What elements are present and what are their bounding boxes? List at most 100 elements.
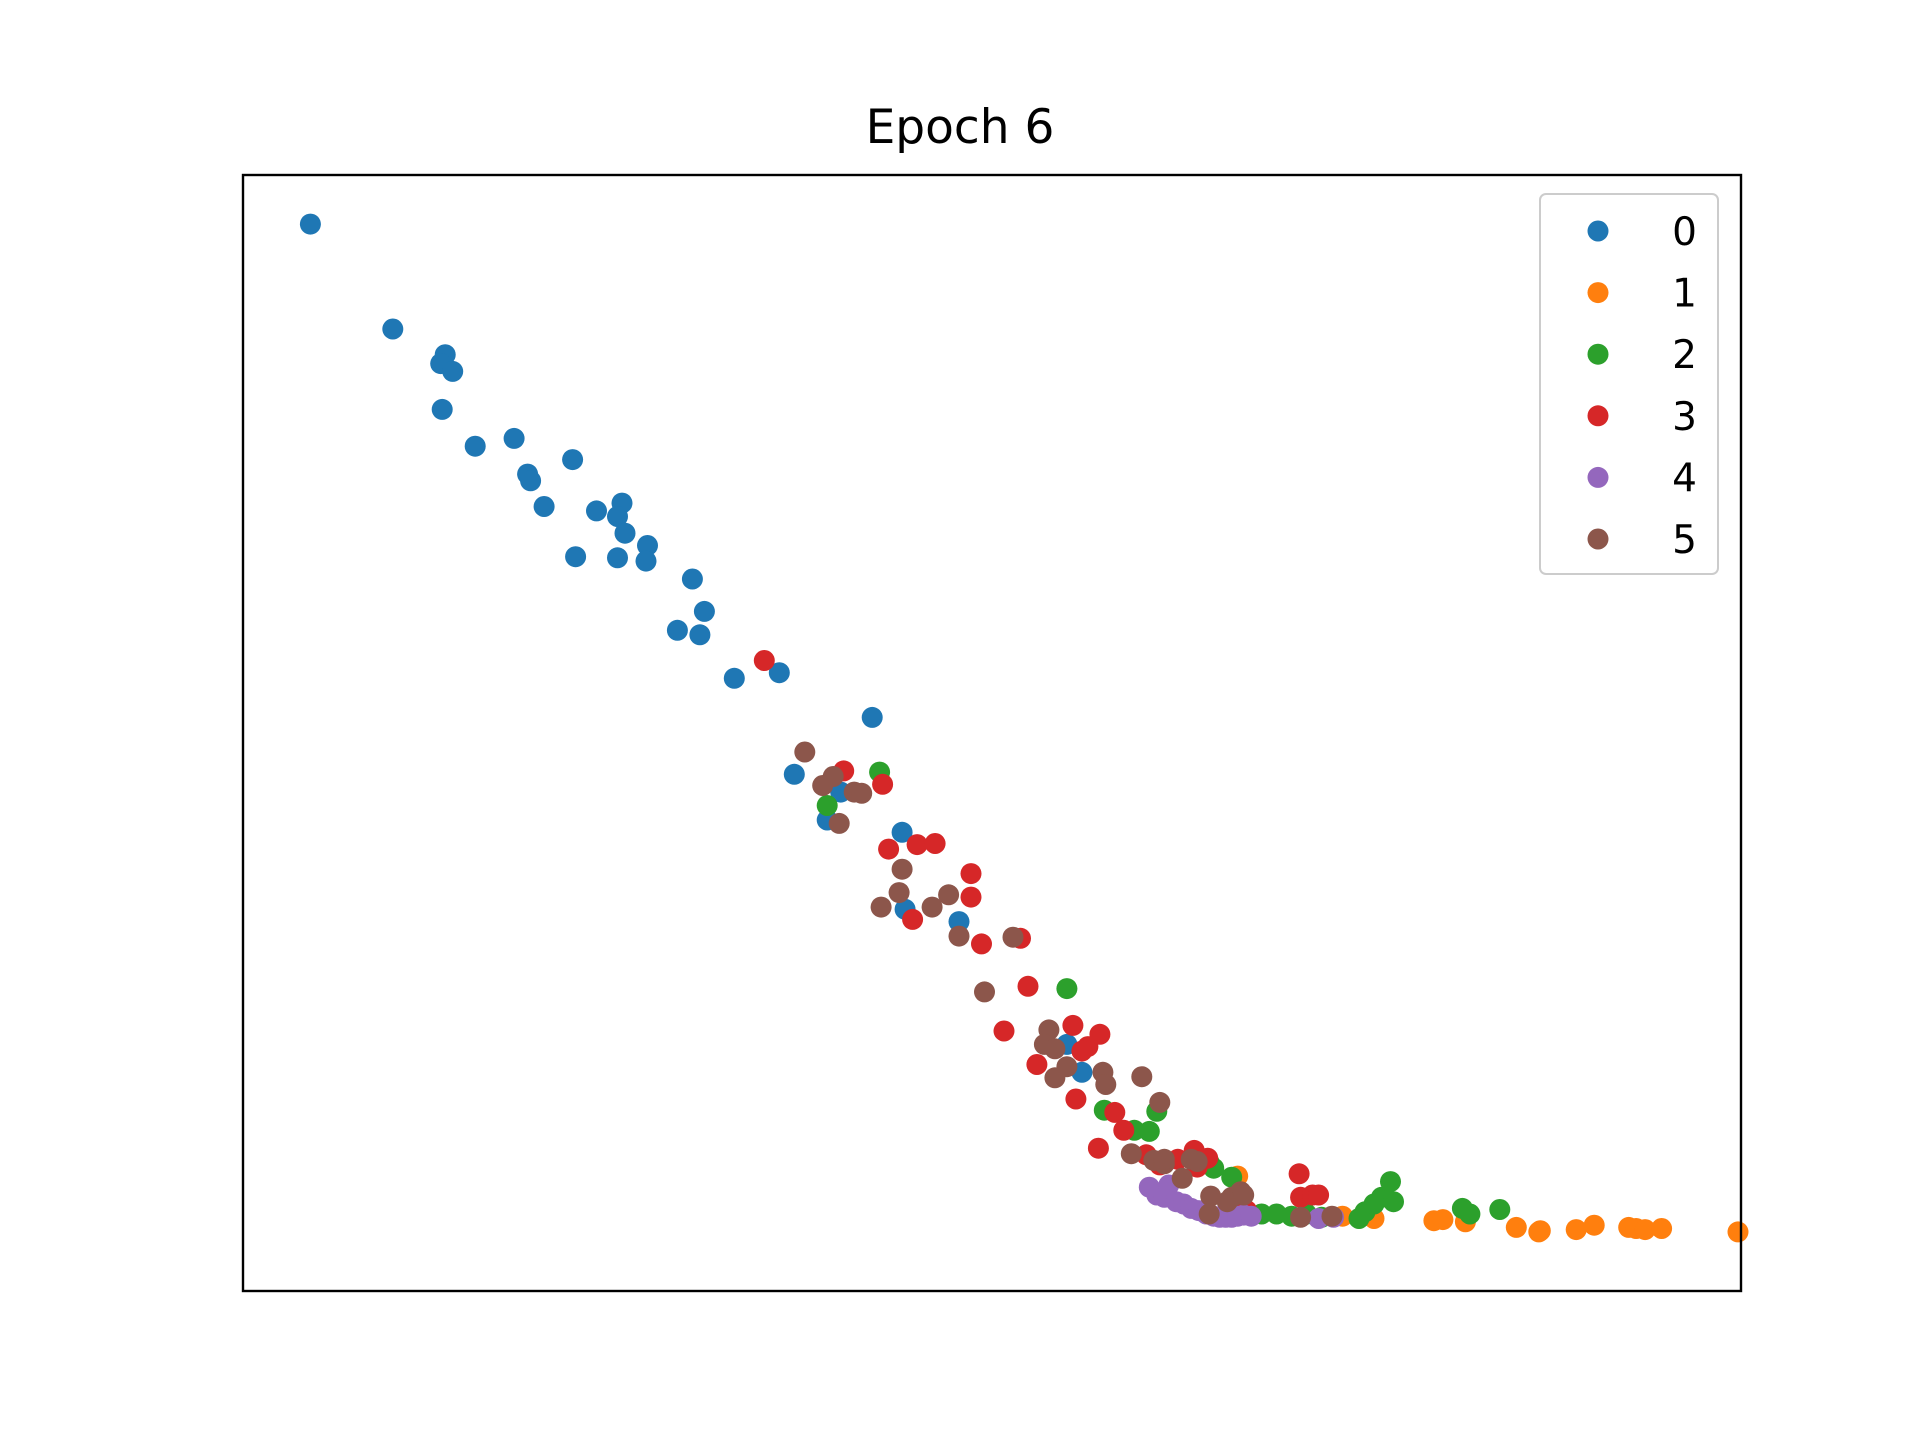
data-point [906, 834, 928, 856]
data-point [891, 858, 913, 880]
data-point [993, 1020, 1015, 1042]
data-point [442, 360, 464, 382]
data-point [689, 624, 711, 646]
data-point [1290, 1206, 1312, 1228]
data-point [1288, 1163, 1310, 1185]
data-point [1216, 1191, 1238, 1213]
data-point [562, 449, 584, 471]
data-point [1321, 1205, 1343, 1227]
data-point [1095, 1074, 1117, 1095]
data-point [960, 863, 982, 885]
data-point [768, 662, 790, 684]
data-point [753, 650, 775, 671]
data-point [533, 496, 555, 517]
data-point [1634, 1219, 1656, 1241]
data-point [948, 911, 970, 933]
data-point [1002, 926, 1024, 948]
points-layer [299, 213, 1749, 1243]
data-point [635, 550, 657, 572]
legend: 0 1 2 3 4 5 [1539, 193, 1719, 575]
data-point [974, 981, 995, 1003]
legend-label-3: 3 [1672, 395, 1697, 440]
legend-label-1: 1 [1672, 272, 1697, 317]
data-point [783, 763, 805, 785]
data-point [794, 741, 816, 763]
data-point [1113, 1119, 1135, 1141]
data-point [1489, 1199, 1511, 1220]
data-point [921, 896, 943, 918]
data-point [1044, 1067, 1066, 1089]
data-point [1240, 1205, 1262, 1227]
data-point [1056, 978, 1078, 1000]
data-point [723, 667, 745, 689]
data-point [1583, 1214, 1605, 1236]
data-point [1727, 1221, 1749, 1243]
data-point [1380, 1171, 1401, 1193]
data-point [1104, 1101, 1126, 1123]
legend-marker-4 [1587, 466, 1609, 488]
data-point [1459, 1203, 1481, 1225]
data-point [607, 506, 628, 527]
data-point [872, 773, 894, 795]
data-point [924, 833, 946, 854]
data-point [1120, 1143, 1142, 1165]
data-point [431, 398, 453, 420]
data-point [870, 896, 892, 918]
data-point [1044, 1038, 1066, 1060]
data-point [1138, 1120, 1160, 1142]
legend-marker-1 [1587, 282, 1609, 304]
data-point [891, 821, 913, 843]
data-point [637, 535, 658, 556]
data-point [1200, 1185, 1222, 1207]
legend-marker-3 [1587, 405, 1609, 427]
legend-frame [1539, 193, 1719, 575]
plot-frame [241, 173, 1743, 1293]
data-point [1062, 1014, 1084, 1036]
data-point [1131, 1066, 1153, 1088]
data-point [1505, 1216, 1527, 1238]
legend-marker-0 [1587, 220, 1609, 242]
series-3 [753, 650, 1330, 1222]
legend-entries: 0 1 2 3 4 5 [1587, 210, 1697, 563]
data-point [1565, 1219, 1587, 1241]
data-point [1071, 1040, 1093, 1062]
data-point [1026, 1054, 1048, 1075]
data-point [693, 600, 715, 622]
data-point [1308, 1184, 1330, 1206]
data-point [948, 925, 970, 947]
data-point [586, 500, 607, 522]
data-point [681, 568, 703, 590]
data-point [1017, 975, 1039, 997]
legend-label-2: 2 [1672, 333, 1697, 378]
data-point [851, 782, 873, 804]
data-point [1651, 1218, 1673, 1239]
data-point [464, 435, 486, 457]
data-point [822, 766, 844, 787]
legend-marker-2 [1587, 343, 1609, 365]
data-point [902, 908, 924, 930]
data-point [938, 884, 960, 906]
data-point [1383, 1191, 1404, 1213]
chart-title: Epoch 6 [865, 100, 1055, 155]
data-point [960, 886, 982, 908]
legend-marker-5 [1587, 528, 1609, 550]
data-point [878, 838, 900, 860]
data-point [382, 318, 404, 340]
legend-label-4: 4 [1672, 456, 1697, 501]
data-point [1171, 1167, 1193, 1189]
data-point [888, 882, 910, 904]
data-point [565, 546, 587, 568]
data-point [299, 213, 321, 235]
data-point [828, 812, 850, 834]
data-point [1186, 1151, 1208, 1172]
data-point [1529, 1220, 1551, 1242]
data-point [1089, 1023, 1111, 1045]
data-point [666, 619, 688, 641]
data-point [503, 427, 525, 449]
data-point [1065, 1088, 1087, 1110]
data-point [1153, 1148, 1175, 1170]
data-point [1432, 1209, 1454, 1231]
data-point [861, 706, 883, 728]
